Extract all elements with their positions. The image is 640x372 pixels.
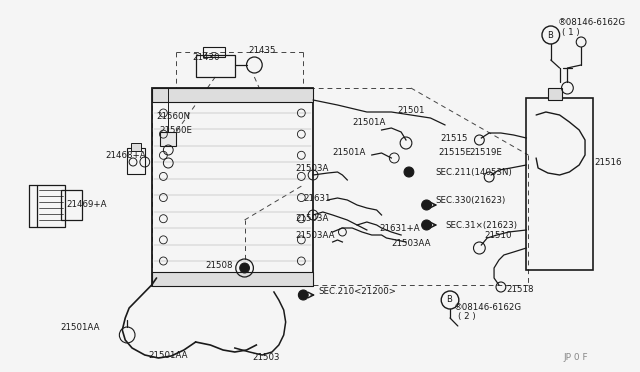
Text: 21503A: 21503A bbox=[296, 214, 329, 222]
Text: SEC.211(14053N): SEC.211(14053N) bbox=[435, 167, 512, 176]
Circle shape bbox=[298, 290, 308, 300]
Text: 21516: 21516 bbox=[595, 157, 622, 167]
Text: 21468+A: 21468+A bbox=[106, 151, 147, 160]
Text: 21501AA: 21501AA bbox=[61, 324, 100, 333]
Bar bbox=[548, 88, 561, 100]
Text: 21503: 21503 bbox=[252, 353, 280, 362]
Text: 21469+A: 21469+A bbox=[67, 199, 107, 208]
Text: B: B bbox=[446, 295, 452, 305]
Text: 21518: 21518 bbox=[507, 285, 534, 295]
Text: 21501A: 21501A bbox=[352, 118, 385, 126]
Text: 21503AA: 21503AA bbox=[296, 231, 335, 240]
Circle shape bbox=[422, 220, 431, 230]
Text: 21501: 21501 bbox=[397, 106, 425, 115]
Text: 21560N: 21560N bbox=[157, 112, 191, 121]
Bar bbox=[152, 88, 313, 286]
Bar bbox=[152, 272, 313, 286]
Text: 21435: 21435 bbox=[248, 45, 276, 55]
Bar bbox=[204, 47, 225, 57]
Text: ®08146-6162G: ®08146-6162G bbox=[557, 17, 626, 26]
Text: 21501A: 21501A bbox=[333, 148, 366, 157]
Circle shape bbox=[240, 263, 250, 273]
Text: 21519E: 21519E bbox=[470, 148, 502, 157]
Bar bbox=[37, 185, 65, 227]
Text: ( 1 ): ( 1 ) bbox=[561, 28, 579, 36]
Bar bbox=[152, 88, 313, 102]
Text: 21503AA: 21503AA bbox=[391, 238, 431, 247]
Text: ( 2 ): ( 2 ) bbox=[458, 312, 476, 321]
Circle shape bbox=[404, 167, 414, 177]
Text: SEC.210<21200>: SEC.210<21200> bbox=[318, 288, 396, 296]
Bar bbox=[161, 132, 176, 146]
Text: 21501AA: 21501AA bbox=[148, 352, 188, 360]
Text: B: B bbox=[547, 31, 553, 39]
Text: 21430: 21430 bbox=[193, 52, 220, 61]
Text: SEC.31×(21623): SEC.31×(21623) bbox=[445, 221, 517, 230]
Text: 21503A: 21503A bbox=[296, 164, 329, 173]
Bar bbox=[61, 190, 82, 220]
Bar bbox=[131, 143, 141, 151]
Text: JP 0 F: JP 0 F bbox=[563, 353, 588, 362]
Text: 21510: 21510 bbox=[484, 231, 512, 240]
Text: 21631+A: 21631+A bbox=[380, 224, 420, 232]
Text: 21515: 21515 bbox=[440, 134, 468, 142]
Bar bbox=[526, 98, 593, 270]
Text: ®08146-6162G: ®08146-6162G bbox=[454, 302, 522, 311]
Text: 21560E: 21560E bbox=[159, 125, 193, 135]
Bar bbox=[196, 55, 235, 77]
Text: 21515E: 21515E bbox=[438, 148, 471, 157]
Text: 21508: 21508 bbox=[205, 262, 233, 270]
Circle shape bbox=[422, 200, 431, 210]
Bar bbox=[127, 148, 145, 174]
Text: SEC.330(21623): SEC.330(21623) bbox=[435, 196, 506, 205]
Text: 21631: 21631 bbox=[303, 193, 331, 202]
